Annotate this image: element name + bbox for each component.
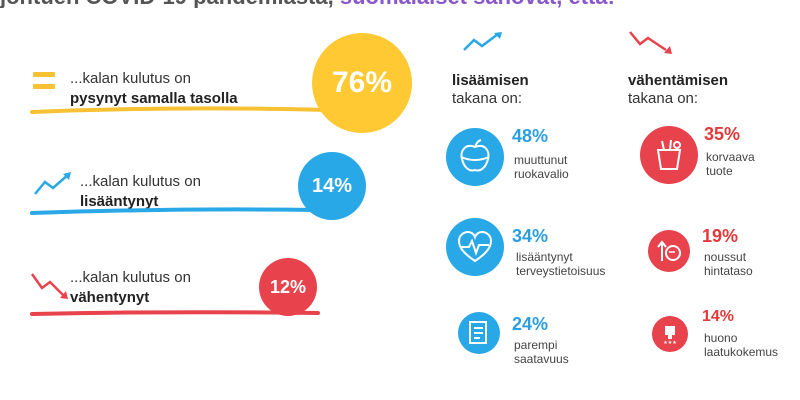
- increase-item-1-desc: muuttunut ruokavalio: [514, 153, 569, 181]
- apple-measure-icon: [446, 128, 504, 186]
- decrease-item-2-percent: 19%: [702, 226, 739, 246]
- increase-title-rest: takana on:: [452, 90, 523, 107]
- decrease-item-3-line1: huono: [704, 331, 738, 345]
- trend-down-icon: [30, 273, 68, 299]
- row-increase-prefix: ...kalan kulutus on: [80, 173, 201, 190]
- increase-item-2-line1: lisääntynyt: [516, 250, 573, 264]
- increase-item-2-percent: 34%: [512, 226, 549, 246]
- decrease-trend-icon: [629, 31, 672, 54]
- increase-item-3-percent: 24%: [512, 314, 549, 334]
- decrease-item-3-line2: laatukokemus: [704, 345, 779, 359]
- trend-up-icon: [34, 172, 71, 195]
- row-decrease-percent: 12%: [259, 258, 317, 316]
- row-increase-bold: lisääntynyt: [80, 193, 159, 210]
- row-stable-text: ...kalan kulutus on pysynyt samalla taso…: [70, 69, 238, 109]
- svg-text:★★★: ★★★: [663, 340, 677, 346]
- increase-title: lisäämisen takana on:: [452, 72, 529, 108]
- increase-title-bold: lisäämisen: [452, 72, 529, 89]
- thumbs-down-icon: ★★★: [652, 316, 688, 352]
- page-title: johtuen COVID-19 pandemiasta, suomalaise…: [0, 0, 800, 8]
- increase-item-3-line2: saatavuus: [514, 352, 569, 366]
- row-decrease-bold: vähentynyt: [70, 289, 150, 306]
- row-decrease-percent-text: 12%: [269, 276, 307, 297]
- decrease-item-1-line2: tuote: [706, 164, 733, 178]
- row-decrease-prefix: ...kalan kulutus on: [70, 269, 191, 286]
- equals-icon: [33, 72, 55, 90]
- decrease-title-rest: takana on:: [628, 90, 699, 107]
- decrease-item-2-line2: hintataso: [704, 264, 753, 278]
- increase-item-3-line1: parempi: [514, 338, 558, 352]
- decrease-item-1-percent: 35%: [704, 124, 741, 144]
- title-part-1: johtuen COVID-19 pandemiasta,: [0, 0, 340, 8]
- row-increase-percent: 14%: [298, 152, 366, 220]
- heart-pulse-icon: [446, 218, 504, 276]
- row-stable-underline: [30, 106, 330, 114]
- euro-up-icon: [648, 230, 690, 272]
- row-increase-underline: [30, 207, 320, 215]
- row-stable-prefix: ...kalan kulutus on: [70, 70, 191, 87]
- title-part-2: suomalaiset sanovat, että:: [340, 0, 615, 8]
- increase-item-1-line2: ruokavalio: [514, 167, 569, 181]
- increase-item-2-desc: lisääntynyt terveystietoisuus: [516, 250, 605, 278]
- increase-trend-icon: [463, 32, 502, 51]
- decrease-item-1-desc: korvaava tuote: [706, 150, 755, 178]
- checklist-icon: [458, 312, 500, 354]
- row-stable-bold: pysynyt samalla tasolla: [70, 90, 238, 107]
- row-decrease-text: ...kalan kulutus on vähentynyt: [70, 268, 191, 308]
- increase-item-1-percent: 48%: [512, 126, 549, 146]
- row-stable-percent-text: 76%: [331, 66, 393, 99]
- row-increase-text: ...kalan kulutus on lisääntynyt: [80, 172, 201, 212]
- decrease-title: vähentämisen takana on:: [628, 72, 728, 108]
- increase-item-1-line1: muuttunut: [514, 153, 568, 167]
- increase-item-2-line2: terveystietoisuus: [516, 264, 606, 278]
- decrease-item-3-percent: 14%: [702, 308, 735, 325]
- decrease-item-3-desc: huono laatukokemus: [704, 331, 778, 359]
- row-stable-percent: 76%: [312, 33, 412, 133]
- decrease-item-2-line1: noussut: [704, 250, 747, 264]
- decrease-item-1-line1: korvaava: [706, 150, 755, 164]
- row-increase-percent-text: 14%: [311, 174, 353, 197]
- increase-item-3-desc: parempi saatavuus: [514, 338, 569, 366]
- decrease-item-2-desc: noussut hintataso: [704, 250, 753, 278]
- grocery-bag-icon: [640, 126, 698, 184]
- decrease-title-bold: vähentämisen: [628, 72, 729, 89]
